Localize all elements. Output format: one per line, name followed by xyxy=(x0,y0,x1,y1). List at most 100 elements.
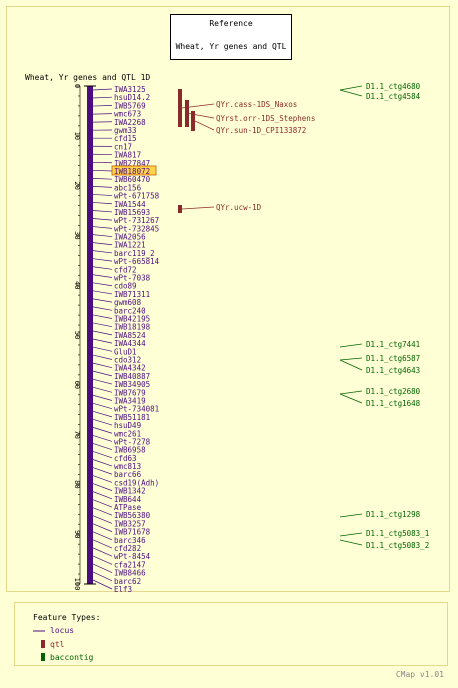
locus-label[interactable]: barc346 xyxy=(114,536,146,545)
qtl-bar[interactable] xyxy=(191,111,195,131)
locus-connector xyxy=(92,322,113,328)
qtl-label[interactable]: QYr.ucw-1D xyxy=(216,203,262,212)
locus-label[interactable]: barc119_2 xyxy=(114,249,155,258)
contig-label[interactable]: D1.1_ctg1298 xyxy=(366,510,421,519)
locus-label[interactable]: IWB18072 xyxy=(114,167,150,176)
qtl-label[interactable]: QYr.sun-1D_CPI133872 xyxy=(216,126,306,135)
locus-label[interactable]: IWB15693 xyxy=(114,208,150,217)
map-title[interactable]: Wheat, Yr genes and QTL 1D xyxy=(25,73,150,82)
locus-label[interactable]: cdo89 xyxy=(114,282,137,291)
locus-connector xyxy=(92,386,113,393)
locus-label[interactable]: IWB8466 xyxy=(114,569,146,578)
locus-label[interactable]: IWB6958 xyxy=(114,446,146,455)
locus-label[interactable]: hsuD14.2 xyxy=(114,93,150,102)
locus-label[interactable]: wPt-7278 xyxy=(114,437,151,446)
locus-label[interactable]: IWB18198 xyxy=(114,323,151,332)
locus-label[interactable]: IWB71311 xyxy=(114,290,150,299)
chromosome-bar[interactable] xyxy=(87,86,93,584)
locus-label[interactable]: barc66 xyxy=(114,470,142,479)
locus-label[interactable]: wmc673 xyxy=(114,110,141,119)
locus-label[interactable]: IWB60470 xyxy=(114,175,151,184)
locus-label[interactable]: barc240 xyxy=(114,306,146,315)
contig-label[interactable]: D1.1_ctg1648 xyxy=(366,399,421,408)
locus-label[interactable]: csd19(Adh) xyxy=(114,478,159,487)
locus-label[interactable]: Elf3 xyxy=(114,585,132,594)
scale-tick-label: 90 xyxy=(73,530,81,538)
locus-connector xyxy=(92,555,113,565)
locus-label[interactable]: IWB56380 xyxy=(114,511,151,520)
locus-label[interactable]: wPt-671758 xyxy=(114,192,160,201)
locus-label[interactable]: IWB1342 xyxy=(114,487,146,496)
locus-label[interactable]: GluD1 xyxy=(114,347,137,356)
locus-label[interactable]: IWB34905 xyxy=(114,380,150,389)
scale-tick-label: 0 xyxy=(73,84,81,88)
locus-label[interactable]: IWB71678 xyxy=(114,528,151,537)
locus-label[interactable]: cdo312 xyxy=(114,355,141,364)
locus-connector xyxy=(92,105,113,107)
locus-label[interactable]: IWA1221 xyxy=(114,241,146,250)
locus-label[interactable]: wPt-8454 xyxy=(114,552,151,561)
locus-label[interactable]: IWA4342 xyxy=(114,364,146,373)
locus-label[interactable]: cfa2147 xyxy=(114,560,146,569)
locus-connector xyxy=(92,483,113,491)
contig-label[interactable]: D1.1_ctg6587 xyxy=(366,354,420,363)
locus-label[interactable]: cfd63 xyxy=(114,454,137,463)
locus-label[interactable]: IWB42195 xyxy=(114,315,150,324)
contig-label[interactable]: D1.1_ctg5083_2 xyxy=(366,541,429,550)
legend-item-locus: locus xyxy=(50,626,75,635)
locus-label[interactable]: wmc813 xyxy=(114,462,141,471)
locus-connector xyxy=(92,242,113,246)
qtl-bar[interactable] xyxy=(185,100,189,127)
contig-label[interactable]: D1.1_ctg5083_1 xyxy=(366,529,429,538)
reference-map-name[interactable]: Wheat, Yr genes and QTL xyxy=(175,42,287,51)
locus-label[interactable]: abc156 xyxy=(114,183,142,192)
locus-label[interactable]: IWB27847 xyxy=(114,159,150,168)
scale-tick-label: 30 xyxy=(73,231,81,239)
locus-label[interactable]: IWA4344 xyxy=(114,339,146,348)
locus-label[interactable]: wPt-734081 xyxy=(114,405,159,414)
locus-label[interactable]: IWA2056 xyxy=(114,233,146,242)
locus-connector xyxy=(92,234,113,237)
locus-connector xyxy=(92,306,113,311)
locus-label[interactable]: IWA3419 xyxy=(114,396,146,405)
locus-label[interactable]: hsuD49 xyxy=(114,421,141,430)
locus-label[interactable]: barc62 xyxy=(114,577,141,586)
locus-label[interactable]: IWA3125 xyxy=(114,85,146,94)
contig-connector xyxy=(339,89,363,97)
qtl-label[interactable]: QYrst.orr-1DS_Stephens xyxy=(216,114,315,123)
locus-label[interactable]: wPt-732845 xyxy=(114,224,159,233)
contig-label[interactable]: D1.1_ctg4584 xyxy=(366,92,421,101)
locus-label[interactable]: cn17 xyxy=(114,142,132,151)
qtl-bar[interactable] xyxy=(178,205,182,213)
contig-label[interactable]: D1.1_ctg7441 xyxy=(366,340,420,349)
qtl-bar[interactable] xyxy=(178,89,182,127)
locus-label[interactable]: IWB7679 xyxy=(114,388,146,397)
locus-label[interactable]: ATPase xyxy=(114,503,142,512)
locus-label[interactable]: IWA8524 xyxy=(114,331,146,340)
locus-label[interactable]: IWB644 xyxy=(114,495,142,504)
locus-label[interactable]: wPt-665814 xyxy=(114,257,160,266)
locus-label[interactable]: gwm608 xyxy=(114,298,142,307)
locus-label[interactable]: IWA817 xyxy=(114,151,141,160)
locus-label[interactable]: IWB5769 xyxy=(114,101,146,110)
locus-connector xyxy=(92,282,113,287)
locus-label[interactable]: cfd15 xyxy=(114,134,137,143)
locus-label[interactable]: wPt-7038 xyxy=(114,274,151,283)
locus-label[interactable]: wmc261 xyxy=(114,429,141,438)
locus-label[interactable]: wPt-731267 xyxy=(114,216,159,225)
locus-connector xyxy=(92,547,113,557)
contig-label[interactable]: D1.1_ctg4680 xyxy=(366,82,421,91)
reference-box[interactable]: Reference Wheat, Yr genes and QTL xyxy=(170,14,292,60)
locus-label[interactable]: cfd72 xyxy=(114,265,137,274)
locus-label[interactable]: IWB51181 xyxy=(114,413,150,422)
locus-label[interactable]: IWB40887 xyxy=(114,372,150,381)
contig-label[interactable]: D1.1_ctg4643 xyxy=(366,366,420,375)
qtl-label[interactable]: QYr.cass-1DS_Naxos xyxy=(216,100,297,109)
locus-label[interactable]: IWA1544 xyxy=(114,200,146,209)
locus-label[interactable]: cfd282 xyxy=(114,544,141,553)
locus-label[interactable]: IWB3257 xyxy=(114,519,146,528)
contig-connector xyxy=(339,85,363,91)
locus-label[interactable]: IWA2268 xyxy=(114,118,146,127)
contig-label[interactable]: D1.1_ctg2680 xyxy=(366,387,421,396)
locus-label[interactable]: gwm33 xyxy=(114,126,137,135)
